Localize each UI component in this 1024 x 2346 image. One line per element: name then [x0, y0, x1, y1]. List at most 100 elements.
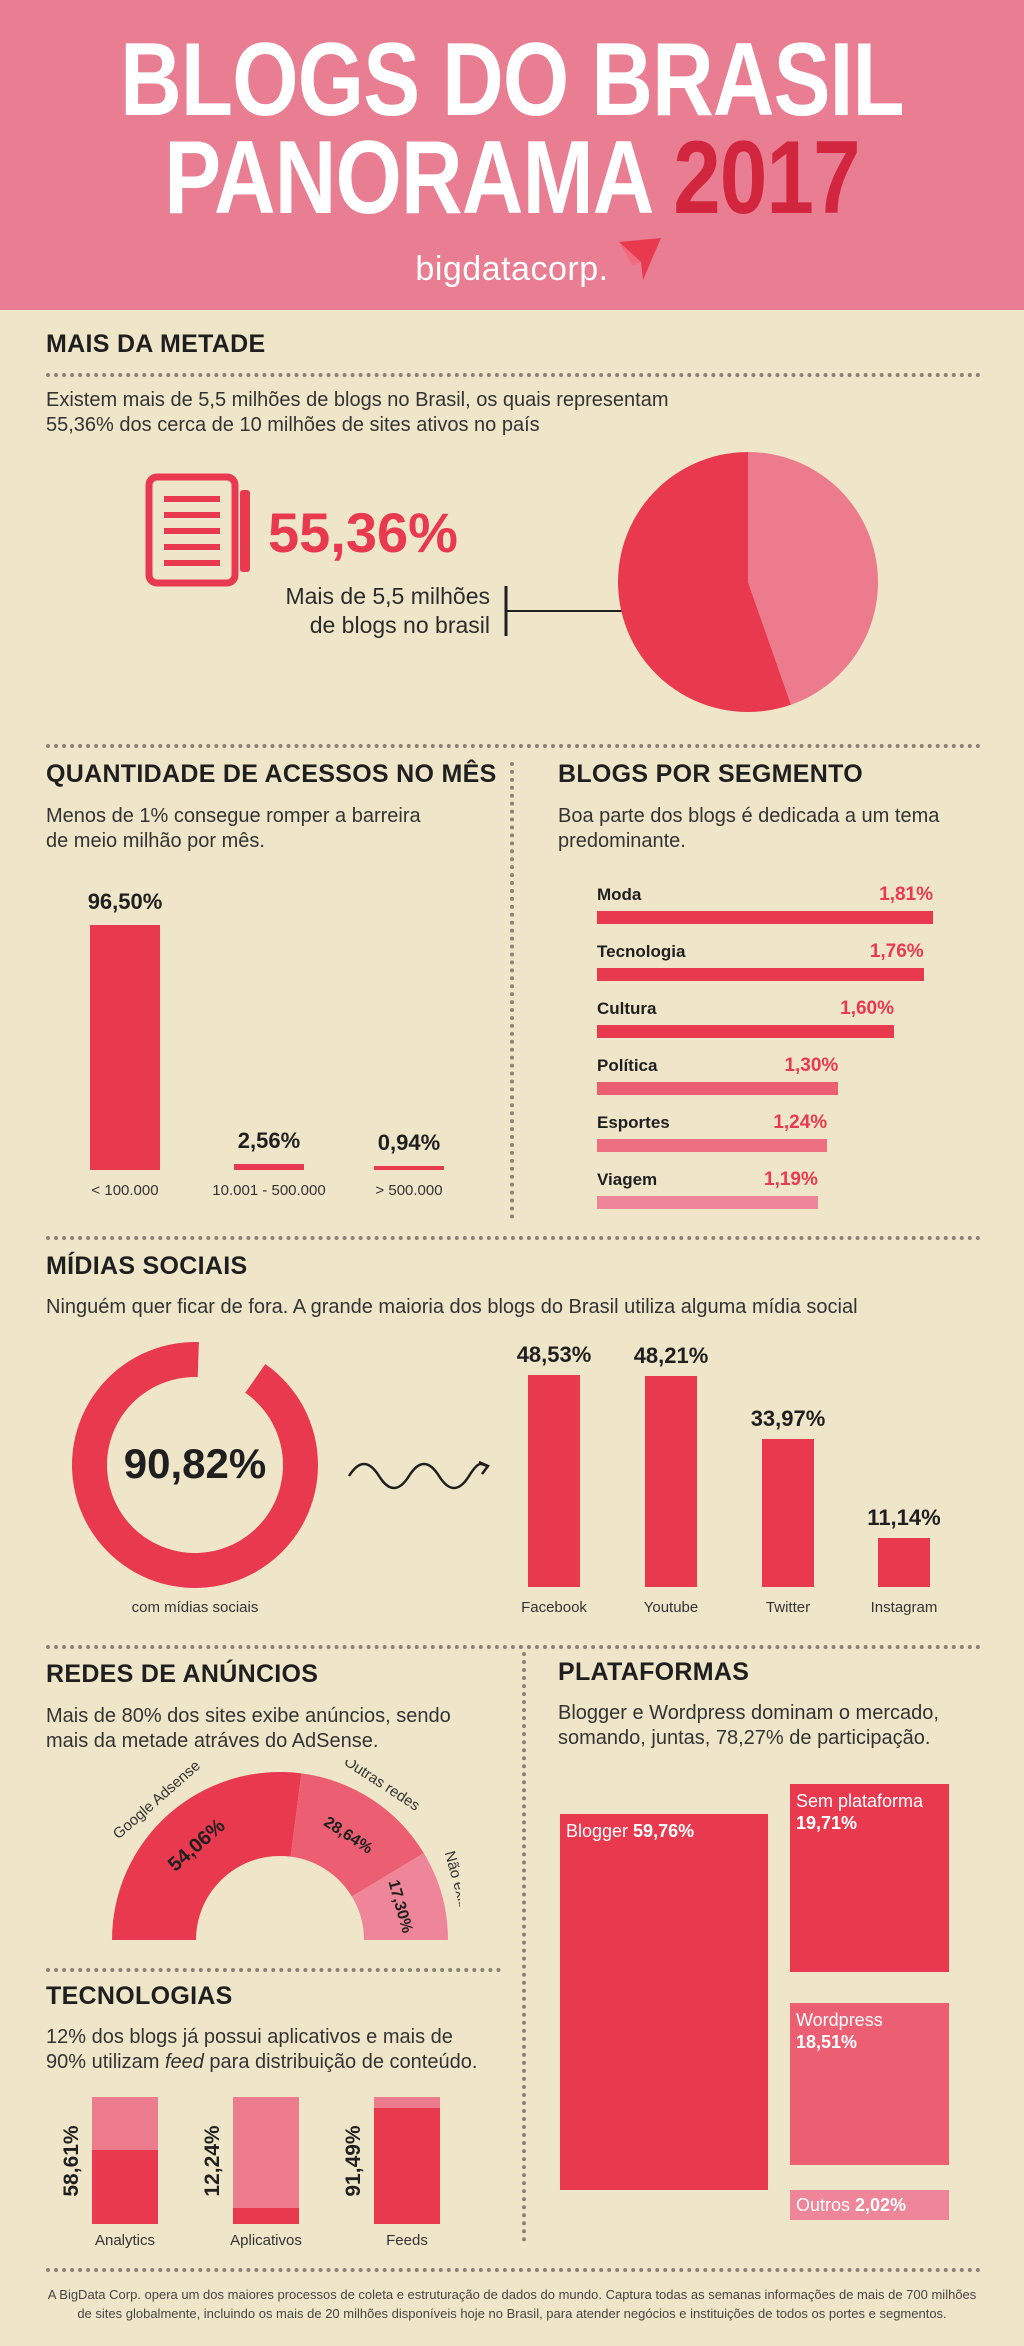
- s6-desc-1: Blogger e Wordpress dominam o mercado,: [558, 1702, 939, 1724]
- s2-desc-1: Menos de 1% consegue romper a barreira: [46, 805, 421, 827]
- semi-donut-slice: [290, 1773, 424, 1897]
- acessos-bar: [90, 925, 160, 1170]
- acessos-value-label: 0,94%: [377, 1130, 441, 1155]
- anuncios-semi-donut: 54,06%Google Adsense 28,64%Outras redes17…: [110, 1760, 460, 1940]
- segmento-value-label: 1,60%: [840, 998, 895, 1019]
- treemap-value: 2,02%: [855, 2195, 907, 2215]
- acessos-value-label: 96,50%: [87, 889, 163, 914]
- divider: [46, 1236, 981, 1240]
- segmento-bar: [597, 1025, 895, 1038]
- treemap-block: Blogger 59,76%: [560, 1814, 768, 2190]
- tecnologias-value-label: 58,61%: [60, 2124, 83, 2197]
- tecnologias-value-label: 91,49%: [342, 2124, 365, 2197]
- s7-desc-2a: 90% utilizam: [46, 2051, 165, 2073]
- segmento-value-label: 1,19%: [764, 1169, 818, 1190]
- section-title-midias: MÍDIAS SOCIAIS: [46, 1252, 248, 1280]
- segmento-bar: [597, 911, 933, 924]
- section-title-tecnologias: TECNOLOGIAS: [46, 1982, 233, 2010]
- section-title-mais-da-metade: MAIS DA METADE: [46, 330, 266, 358]
- pie-slice-blogs: [618, 452, 791, 712]
- midias-category-label: Twitter: [765, 1599, 811, 1616]
- divider: [46, 1968, 501, 1972]
- s6-desc-2: somando, juntas, 78,27% de participação.: [558, 1727, 931, 1749]
- treemap-block: Sem plataforma 19,71%: [790, 1784, 949, 1972]
- treemap-label: Blogger: [566, 1821, 634, 1841]
- s1-desc-1: Existem mais de 5,5 milhões de blogs no …: [46, 389, 669, 411]
- segmento-category-label: Moda: [597, 885, 642, 904]
- footer-line-2: de sites globalmente, incluindo os mais …: [77, 2306, 947, 2321]
- title-line-2: PANORAMA 2017: [92, 126, 932, 230]
- midias-value-label: 48,21%: [633, 1343, 709, 1369]
- blogs-pie-chart: [618, 452, 878, 712]
- section-title-plataformas: PLATAFORMAS: [558, 1658, 750, 1686]
- divider: [46, 373, 981, 377]
- title-panorama: PANORAMA: [164, 120, 674, 236]
- title-year: 2017: [673, 120, 860, 236]
- acessos-category-label: 10.001 - 500.000: [212, 1182, 326, 1199]
- s7-desc-1: 12% dos blogs já possui aplicativos e ma…: [46, 2026, 453, 2048]
- midias-category-label: Facebook: [521, 1599, 587, 1616]
- acessos-value-label: 2,56%: [237, 1127, 301, 1153]
- tecnologias-category-label: Analytics: [94, 2232, 156, 2249]
- semi-donut-slice: [351, 1853, 448, 1940]
- divider: [46, 744, 981, 748]
- s7-desc-2: 90% utilizam feed para distribuição de c…: [46, 2049, 477, 2075]
- s7-desc-2c: para distribuição de conteúdo.: [203, 2051, 478, 2073]
- treemap-label: Outros: [796, 2195, 856, 2215]
- segmento-bar: [597, 1082, 839, 1095]
- s3-desc-1: Boa parte dos blogs é dedicada a um tema: [558, 805, 940, 827]
- segmento-bar: [597, 968, 924, 981]
- tecnologias-bar-fill: [92, 2149, 158, 2224]
- midias-bar: [762, 1438, 814, 1587]
- segmento-value-label: 1,24%: [773, 1112, 828, 1133]
- midias-bar: [645, 1376, 697, 1587]
- footer-line-1: A BigData Corp. opera um dos maiores pro…: [47, 2287, 977, 2302]
- bird-logo-icon: [619, 238, 661, 280]
- divider-vertical: [510, 762, 514, 1219]
- treemap-label: Wordpress: [796, 2010, 883, 2030]
- blogs-caption: Mais de 5,5 milhões de blogs no brasil: [230, 582, 490, 640]
- s3-desc-2: predominante.: [558, 830, 686, 852]
- tecnologias-bar-fill: [233, 2208, 299, 2224]
- tecnologias-category-label: Feeds: [386, 2232, 428, 2249]
- segmento-category-label: Política: [597, 1056, 658, 1075]
- treemap-value: 18,51%: [796, 2032, 858, 2052]
- blogs-caption-line-2: de blogs no brasil: [309, 612, 490, 638]
- header: BLOGS DO BRASIL PANORAMA 2017 bigdatacor…: [0, 0, 1024, 310]
- segmento-category-label: Cultura: [597, 999, 657, 1018]
- segmento-category-label: Esportes: [597, 1113, 670, 1132]
- divider-vertical: [522, 1652, 526, 2242]
- midias-value-label: 11,14%: [867, 1505, 941, 1531]
- acessos-bar: [374, 1166, 444, 1170]
- brand-logo-text: bigdatacorp.: [415, 250, 609, 288]
- treemap-value: 19,71%: [796, 1813, 858, 1833]
- midias-category-label: Youtube: [643, 1599, 699, 1616]
- pie-slice-outros: [748, 452, 878, 705]
- segmento-bar: [597, 1139, 828, 1152]
- segmento-value-label: 1,81%: [879, 884, 933, 905]
- tecnologias-category-label: Aplicativos: [230, 2232, 302, 2249]
- tecnologias-value-label: 12,24%: [201, 2124, 224, 2197]
- wave-arrow-icon: [347, 1460, 490, 1490]
- acessos-bar: [234, 1163, 304, 1170]
- acessos-category-label: < 100.000: [91, 1182, 159, 1199]
- title-line-1: BLOGS DO BRASIL: [120, 22, 904, 138]
- section-title-segmento: BLOGS POR SEGMENTO: [558, 760, 863, 788]
- semi-donut-slice: [112, 1772, 302, 1940]
- tecnologias-bar-fill: [374, 2107, 440, 2224]
- segmento-value-label: 1,30%: [784, 1055, 839, 1076]
- treemap-block: Outros 2,02%: [790, 2190, 949, 2220]
- midias-category-label: Instagram: [870, 1599, 938, 1616]
- divider: [46, 1645, 981, 1649]
- blogs-caption-line-1: Mais de 5,5 milhões: [285, 583, 490, 609]
- s4-desc: Ninguém quer ficar de fora. A grande mai…: [46, 1296, 858, 1318]
- segmento-bar: [597, 1196, 818, 1209]
- midias-bar: [528, 1375, 580, 1587]
- midias-value-label: 48,53%: [516, 1342, 592, 1367]
- segmento-value-label: 1,76%: [869, 941, 924, 962]
- s2-desc-2: de meio milhão por mês.: [46, 830, 265, 852]
- midias-donut-value: 90,82%: [123, 1440, 267, 1487]
- midias-bar: [878, 1538, 930, 1587]
- s5-desc-1: Mais de 80% dos sites exibe anúncios, se…: [46, 1705, 451, 1727]
- segmento-category-label: Tecnologia: [597, 942, 686, 961]
